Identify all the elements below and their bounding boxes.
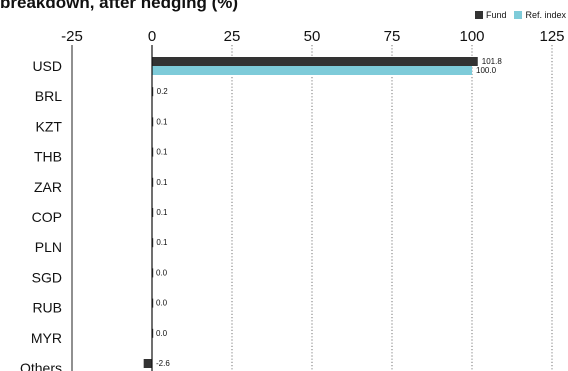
x-tick-label: -25 (61, 28, 83, 45)
x-tick-label: 75 (384, 28, 401, 45)
legend-swatch-ref-index (514, 11, 523, 19)
legend-label-ref-index: Ref. index (525, 10, 566, 20)
category-label: MYR (31, 330, 62, 346)
category-label: SGD (32, 269, 62, 285)
data-label: -2.6 (156, 359, 170, 368)
bar-fund (152, 177, 154, 187)
bar-fund (152, 268, 154, 278)
chart-legend: Fund Ref. index (474, 10, 566, 20)
category-label: USD (32, 58, 62, 74)
bar-layer (143, 57, 478, 368)
x-tick-label: 0 (148, 28, 156, 45)
category-label: RUB (32, 300, 62, 316)
x-tick-label: 125 (539, 28, 564, 45)
category-label: PLN (35, 239, 62, 255)
bar-fund (152, 238, 154, 248)
legend-item-fund: Fund (474, 10, 507, 20)
grid-layer (71, 45, 553, 371)
data-label: 101.8 (482, 57, 503, 66)
data-label: 0.1 (156, 148, 168, 157)
x-tick-label: 25 (224, 28, 241, 45)
bar-fund (152, 147, 154, 157)
data-label: 0.1 (156, 178, 168, 187)
category-label: COP (32, 209, 62, 225)
axis-layer (71, 45, 153, 371)
data-label: 0.2 (157, 87, 169, 96)
data-label: 0.1 (156, 117, 168, 126)
category-label: THB (34, 149, 62, 165)
chart-title: breakdown, after hedging (%) (0, 0, 239, 12)
bar-fund (152, 57, 478, 66)
bar-fund (152, 298, 154, 308)
legend-label-fund: Fund (485, 10, 507, 20)
category-label: KZT (36, 118, 63, 134)
bar-ref-index (152, 66, 472, 75)
legend-swatch-fund (474, 11, 483, 19)
data-label: 0.0 (156, 268, 168, 277)
data-label: 100.0 (476, 66, 497, 75)
x-tick-label: 100 (459, 28, 484, 45)
bar-fund (143, 359, 152, 368)
bar-fund (152, 328, 154, 338)
bar-fund (152, 87, 154, 97)
bar-fund (152, 208, 154, 217)
x-tick-label: 50 (304, 28, 321, 45)
data-label: 0.0 (156, 299, 168, 308)
data-label: 0.1 (156, 238, 168, 247)
data-label: 0.0 (156, 329, 168, 338)
data-label: 0.1 (156, 208, 168, 217)
category-label: ZAR (34, 179, 62, 195)
legend-item-ref-index: Ref. index (514, 10, 566, 20)
category-label: BRL (35, 88, 62, 104)
bar-fund (152, 117, 154, 127)
category-label: Others (20, 360, 62, 371)
